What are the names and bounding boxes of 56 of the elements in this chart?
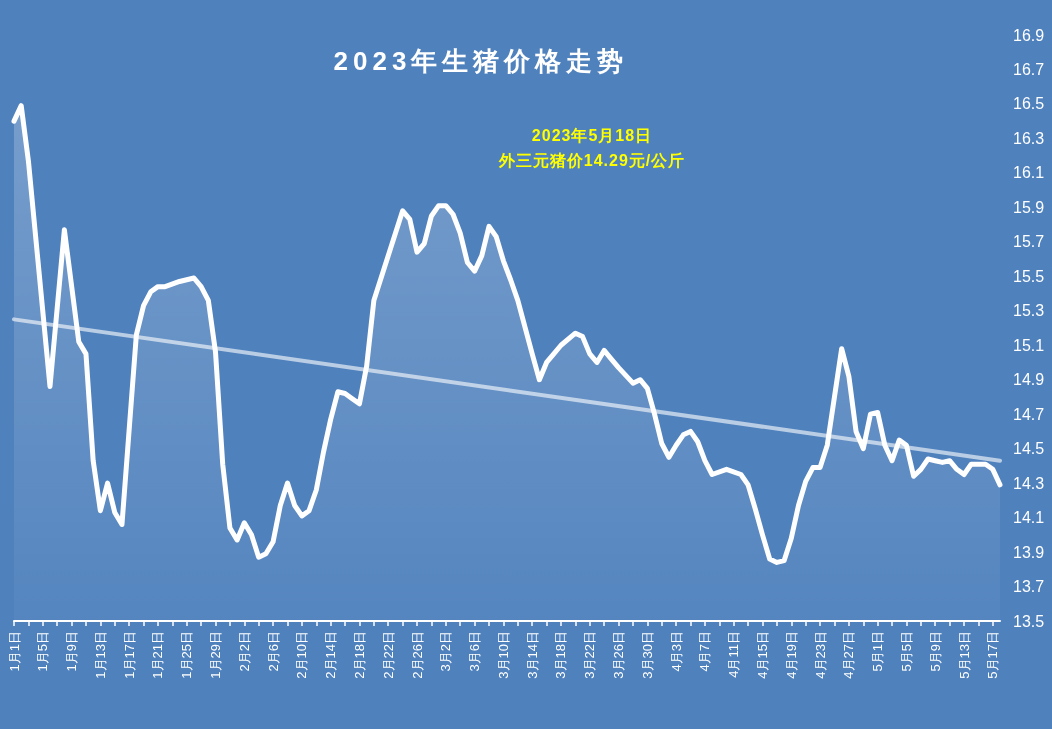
y-tick-label: 14.9	[1013, 371, 1045, 389]
x-tick-label: 2月18日	[351, 631, 367, 679]
x-tick-label: 2月14日	[323, 631, 339, 679]
x-tick-label: 2月26日	[409, 631, 425, 679]
x-tick-label: 2月2日	[236, 631, 252, 672]
y-tick-label: 15.1	[1013, 336, 1045, 354]
x-tick-label: 1月1日	[6, 631, 22, 672]
annotation: 2023年5月18日	[531, 126, 653, 146]
x-tick-label: 3月2日	[438, 631, 454, 672]
x-tick-label: 1月9日	[64, 631, 80, 672]
x-tick-label: 1月5日	[35, 631, 51, 672]
x-tick-label: 1月21日	[150, 631, 166, 679]
y-tick-label: 15.3	[1013, 302, 1045, 320]
x-tick-label: 3月18日	[553, 631, 569, 679]
y-tick-label: 16.3	[1013, 129, 1045, 147]
y-tick-label: 14.1	[1013, 509, 1045, 527]
x-tick-label: 4月3日	[668, 631, 684, 672]
x-tick-label: 4月27日	[841, 631, 857, 679]
x-tick-label: 5月1日	[870, 631, 886, 672]
x-tick-label: 4月15日	[755, 631, 770, 679]
x-tick-label: 2月6日	[265, 631, 281, 672]
y-tick-label: 15.9	[1013, 198, 1045, 216]
y-tick-label: 16.1	[1013, 164, 1045, 182]
y-tick-label: 13.5	[1013, 612, 1045, 630]
y-tick-label: 13.9	[1013, 543, 1045, 561]
x-tick-label: 4月23日	[812, 631, 828, 679]
y-tick-label: 16.5	[1013, 95, 1045, 113]
y-tick-label: 14.3	[1013, 474, 1045, 492]
annotation: 外三元猪价14.29元/公斤	[498, 151, 686, 171]
x-tick-label: 3月22日	[582, 631, 598, 679]
y-tick-label: 14.5	[1013, 440, 1045, 458]
x-tick-label: 2月10日	[294, 631, 310, 679]
x-tick-label: 5月5日	[898, 631, 914, 672]
y-tick-label: 15.7	[1013, 233, 1045, 251]
x-tick-label: 3月6日	[467, 631, 483, 672]
y-tick-label: 13.7	[1013, 578, 1045, 596]
x-tick-label: 5月13日	[956, 631, 972, 679]
x-tick-label: 1月25日	[179, 631, 195, 679]
y-tick-label: 15.5	[1013, 267, 1045, 285]
x-tick-label: 1月13日	[92, 631, 108, 679]
x-tick-label: 4月11日	[726, 631, 742, 678]
x-tick-label: 3月14日	[524, 631, 540, 679]
x-tick-label: 3月10日	[495, 631, 511, 679]
x-tick-label: 3月26日	[611, 631, 627, 679]
x-tick-label: 2月22日	[380, 631, 396, 679]
x-tick-label: 1月17日	[121, 631, 137, 679]
x-tick-label: 3月30日	[639, 631, 655, 679]
y-tick-label: 14.7	[1013, 405, 1045, 423]
y-tick-label: 16.7	[1013, 60, 1045, 78]
x-tick-label: 5月9日	[927, 631, 943, 672]
x-tick-label: 4月19日	[783, 631, 799, 679]
x-tick-label: 1月29日	[208, 631, 224, 679]
y-tick-label: 16.9	[1013, 26, 1045, 44]
x-tick-label: 4月7日	[697, 631, 713, 672]
text: 2023年生猪价格走势	[333, 45, 629, 78]
x-tick-label: 5月17日	[985, 631, 1001, 679]
